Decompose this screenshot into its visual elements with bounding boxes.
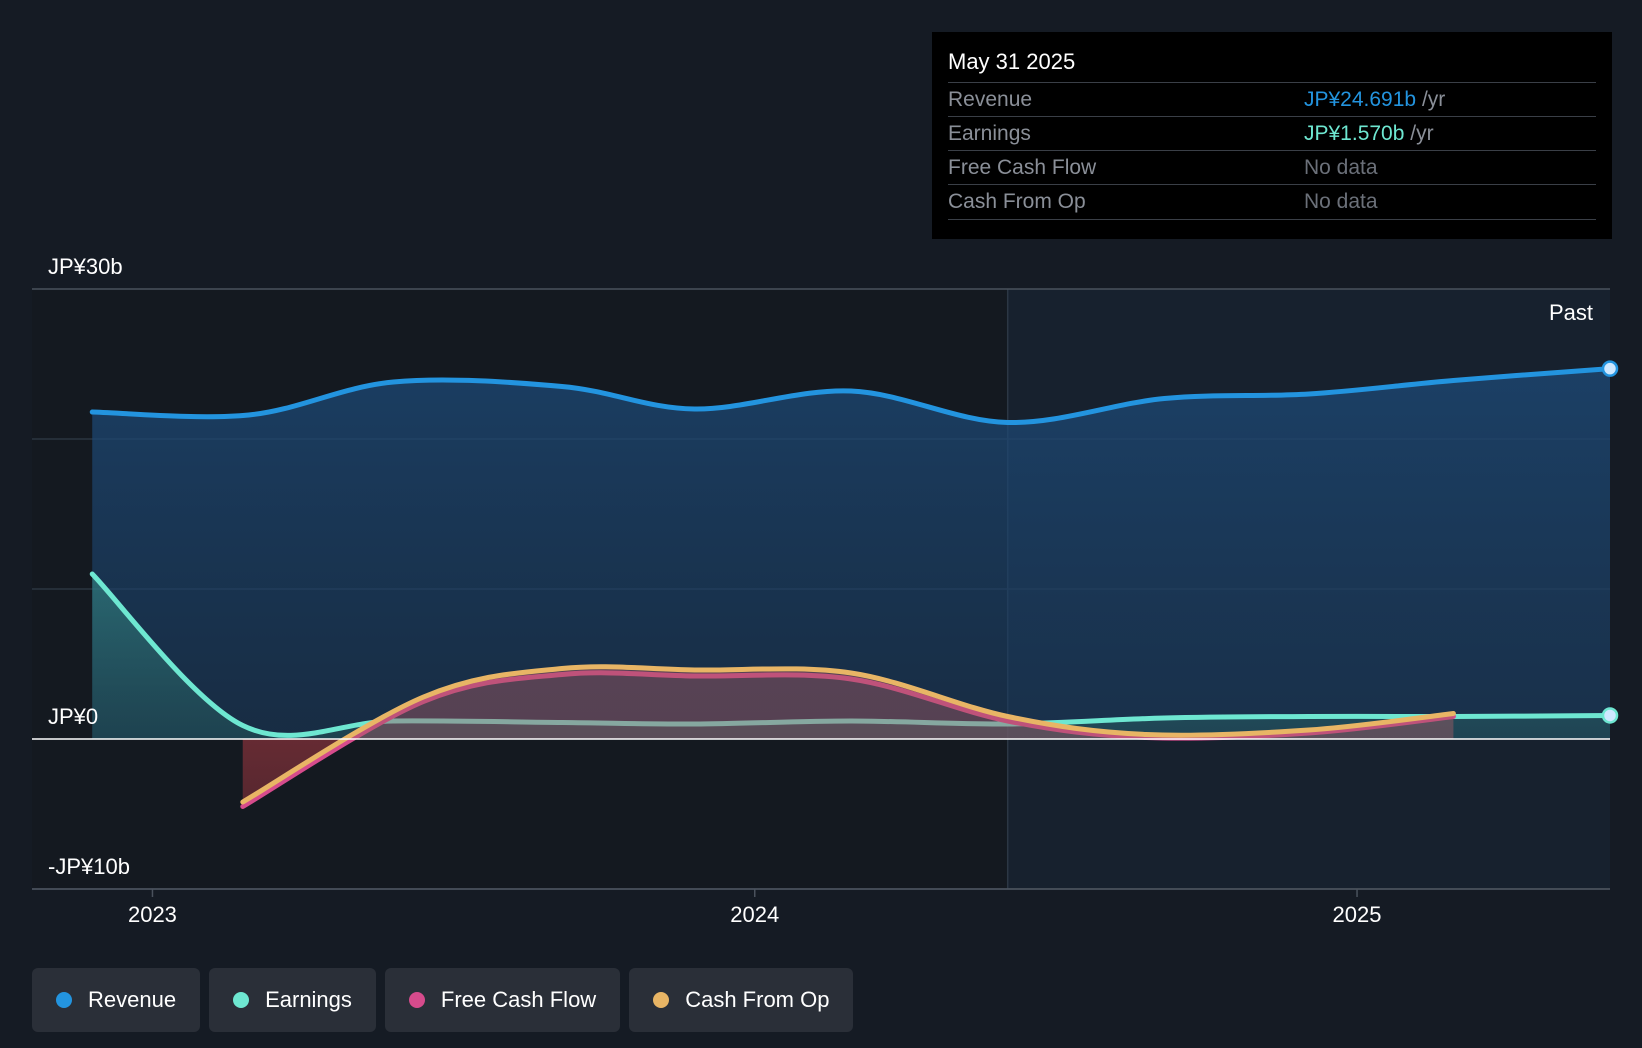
legend-dot-icon: [233, 992, 250, 1008]
x-tick-label: 2024: [730, 902, 779, 927]
free-cash-flow-line: [240, 670, 1456, 809]
legend-label: Earnings: [265, 987, 352, 1012]
legend-dot-icon: [56, 992, 72, 1008]
revenue-endpoint: [1601, 360, 1619, 377]
data-tooltip: May 31 2025 Revenue JP¥24.691b /yr Earni…: [932, 32, 1612, 239]
tooltip-row-earnings: Earnings JP¥1.570b /yr: [948, 116, 1596, 151]
tooltip-label: Free Cash Flow: [948, 156, 1097, 179]
y-tick-label: JP¥0: [48, 704, 98, 729]
tooltip-value: JP¥1.570b /yr: [1304, 122, 1434, 145]
earnings-line: [89, 571, 1613, 738]
legend-item-revenue[interactable]: Revenue: [32, 968, 201, 1032]
chart-legend: Revenue Earnings Free Cash Flow Cash Fro…: [32, 968, 854, 1032]
cash-area: [242, 666, 1454, 802]
legend-label: Cash From Op: [685, 987, 830, 1012]
legend-label: Revenue: [88, 987, 177, 1012]
legend-dot-icon: [408, 992, 425, 1008]
tooltip-row-cash-from-op: Cash From Op No data: [948, 184, 1596, 220]
past-label: Past: [1549, 300, 1593, 325]
earnings-endpoint: [1601, 707, 1619, 724]
legend-item-earnings[interactable]: Earnings: [209, 968, 376, 1032]
tooltip-label: Cash From Op: [948, 190, 1086, 213]
legend-item-cash-from-op[interactable]: Cash From Op: [629, 968, 854, 1032]
revenue-line: [89, 366, 1613, 426]
legend-item-free-cash-flow[interactable]: Free Cash Flow: [384, 968, 621, 1032]
y-tick-label: JP¥30b: [48, 254, 123, 279]
x-tick-label: 2025: [1333, 902, 1382, 927]
tooltip-date: May 31 2025: [948, 49, 1076, 74]
revenue-area: [92, 368, 1610, 739]
legend-label: Free Cash Flow: [440, 987, 597, 1012]
earnings-area: [92, 574, 1610, 739]
tooltip-value: JP¥24.691b /yr: [1304, 88, 1446, 111]
tooltip-value: No data: [1304, 156, 1378, 179]
legend-dot-icon: [653, 992, 670, 1008]
tooltip-label: Revenue: [948, 88, 1033, 111]
x-tick-label: 2023: [128, 902, 177, 927]
y-tick-label: -JP¥10b: [48, 854, 130, 879]
tooltip-value: No data: [1304, 190, 1378, 213]
tooltip-label: Earnings: [948, 122, 1031, 145]
tooltip-row-revenue: Revenue JP¥24.691b /yr: [948, 82, 1596, 117]
cash-from-op-line: [240, 664, 1456, 805]
tooltip-row-free-cash-flow: Free Cash Flow No data: [948, 150, 1596, 185]
